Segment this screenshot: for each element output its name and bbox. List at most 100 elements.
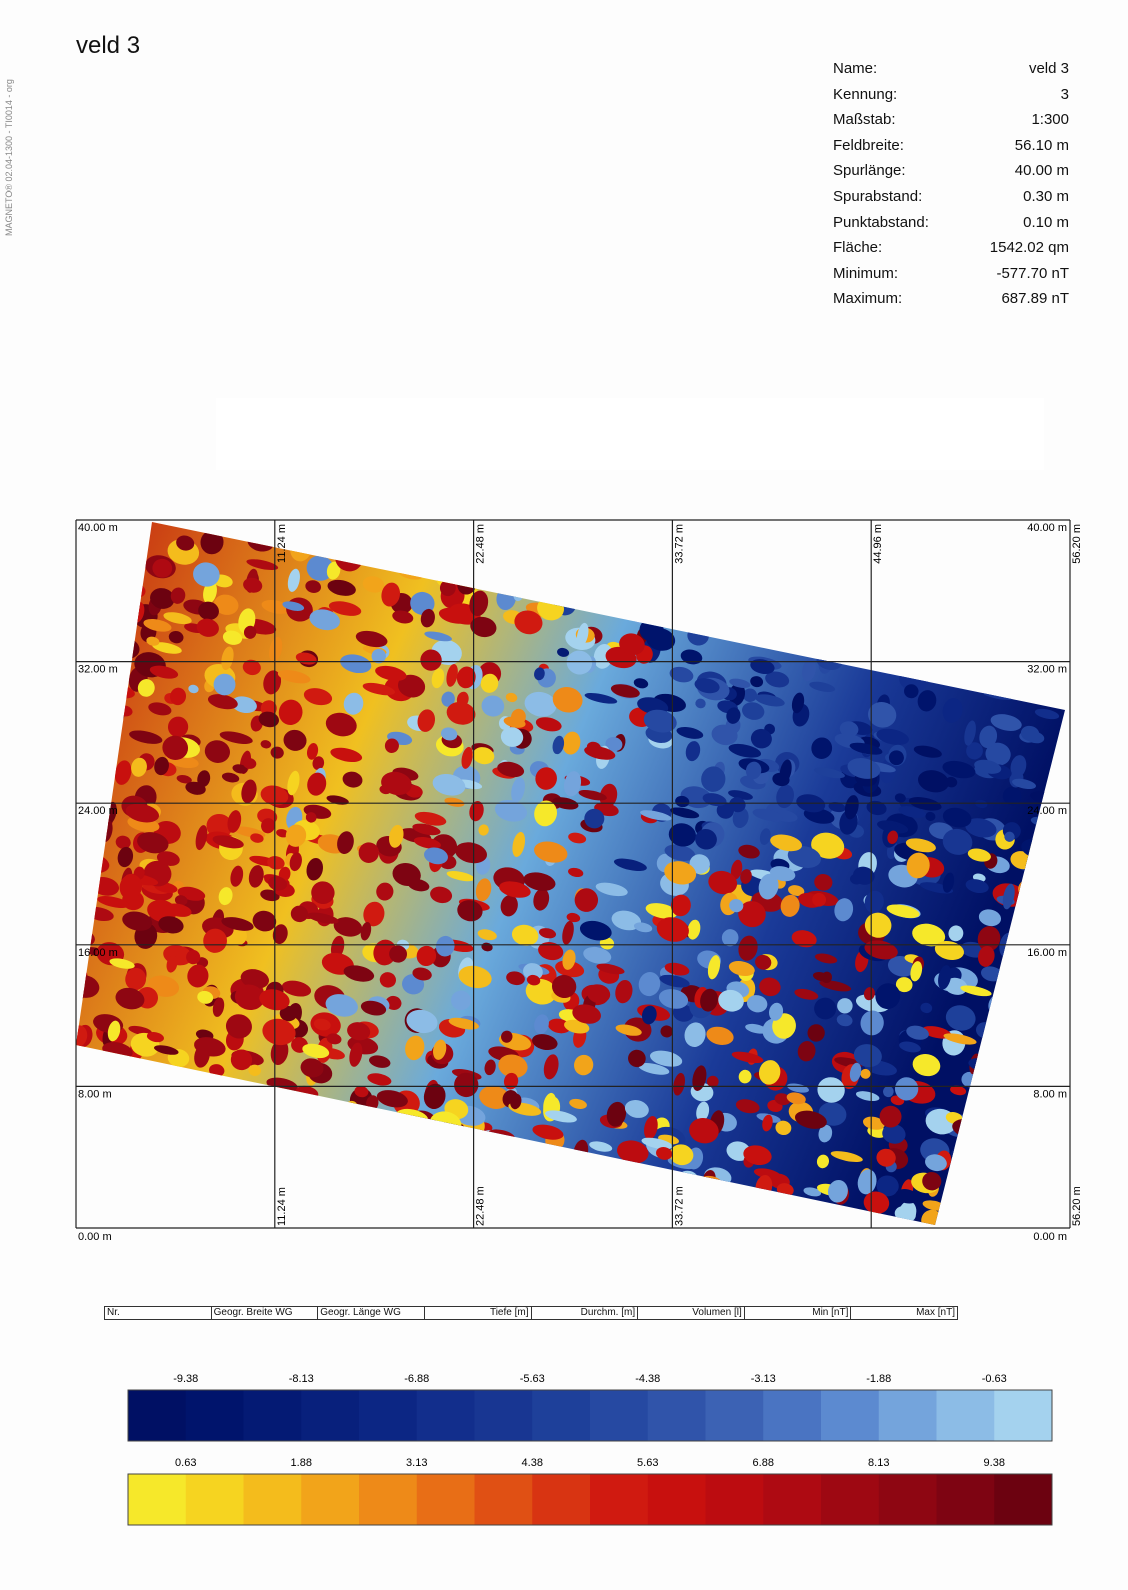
anomaly-blob bbox=[178, 1100, 212, 1118]
anomaly-blob bbox=[725, 1206, 739, 1222]
scale-cell bbox=[128, 1390, 186, 1441]
anomaly-blob bbox=[1026, 905, 1041, 926]
scale-label: -4.38 bbox=[635, 1373, 660, 1385]
anomaly-blob bbox=[583, 537, 595, 549]
scale-cell bbox=[417, 1390, 475, 1441]
anomaly-blob bbox=[998, 651, 1015, 674]
anomaly-blob bbox=[71, 978, 84, 990]
anomaly-blob bbox=[826, 532, 850, 551]
scale-cell bbox=[763, 1390, 821, 1441]
anomaly-blob bbox=[391, 1169, 417, 1189]
anomaly-blob bbox=[994, 519, 1011, 539]
anomaly-blob bbox=[433, 1144, 462, 1163]
anomaly-blob bbox=[767, 564, 797, 594]
anomaly-blob bbox=[816, 595, 851, 622]
anomaly-blob bbox=[1006, 1171, 1040, 1194]
anomaly-blob bbox=[967, 1099, 994, 1127]
anomaly-blob bbox=[1004, 1106, 1024, 1130]
anomaly-blob bbox=[410, 519, 424, 532]
anomaly-blob bbox=[372, 1179, 389, 1198]
anomaly-blob bbox=[335, 514, 367, 532]
y-label: 32.00 m bbox=[78, 664, 118, 676]
column-header: Tiefe [m] bbox=[425, 1307, 532, 1319]
anomaly-blob bbox=[972, 533, 1009, 557]
y-label: 8.00 m bbox=[78, 1088, 112, 1100]
anomaly-blob bbox=[131, 1112, 155, 1131]
anomaly-blob bbox=[98, 1054, 128, 1083]
anomaly-blob bbox=[608, 548, 638, 571]
anomaly-blob bbox=[837, 555, 872, 578]
anomaly-blob bbox=[975, 1085, 1001, 1101]
anomaly-blob bbox=[983, 548, 999, 570]
anomaly-blob bbox=[92, 1189, 110, 1201]
anomaly-blob bbox=[1002, 515, 1027, 532]
anomaly-blob bbox=[186, 1166, 209, 1180]
anomaly-blob bbox=[371, 1117, 394, 1137]
scale-cell bbox=[301, 1390, 359, 1441]
anomaly-blob bbox=[967, 574, 999, 593]
anomaly-blob bbox=[502, 1168, 533, 1196]
anomaly-blob bbox=[605, 1208, 629, 1230]
anomaly-blob bbox=[177, 1186, 202, 1204]
scale-label: -3.13 bbox=[751, 1373, 776, 1385]
anomaly-blob bbox=[1030, 610, 1063, 637]
anomaly-blob bbox=[994, 642, 1025, 667]
anomaly-blob bbox=[1025, 577, 1055, 597]
anomaly-blob bbox=[347, 1199, 364, 1214]
anomaly-blob bbox=[750, 533, 780, 562]
anomaly-blob bbox=[134, 1095, 166, 1117]
anomaly-blob bbox=[354, 1136, 376, 1159]
anomaly-blob bbox=[72, 603, 105, 629]
anomaly-blob bbox=[714, 567, 732, 582]
anomaly-blob bbox=[791, 512, 814, 534]
anomaly-blob bbox=[312, 1125, 345, 1153]
anomaly-blob bbox=[965, 543, 979, 561]
anomaly-blob bbox=[739, 1203, 772, 1230]
scale-label: -6.88 bbox=[404, 1373, 429, 1385]
anomaly-blob bbox=[441, 550, 456, 574]
anomaly-blob bbox=[410, 521, 437, 545]
anomaly-blob bbox=[960, 554, 989, 568]
scale-label: -0.63 bbox=[982, 1373, 1007, 1385]
anomaly-blob bbox=[486, 1193, 506, 1209]
anomaly-blob bbox=[85, 863, 101, 887]
anomaly-blob bbox=[418, 544, 447, 563]
scale-cell bbox=[244, 1474, 302, 1525]
anomaly-blob bbox=[955, 532, 968, 546]
anomaly-blob bbox=[500, 1189, 530, 1211]
anomaly-blob bbox=[956, 662, 974, 681]
anomaly-blob bbox=[1039, 883, 1061, 908]
anomaly-blob bbox=[1036, 544, 1056, 568]
anomaly-blob bbox=[96, 716, 114, 733]
anomaly-blob bbox=[719, 579, 754, 610]
anomaly-blob bbox=[851, 528, 871, 556]
anomaly-blob bbox=[72, 881, 86, 894]
anomaly-blob bbox=[72, 817, 91, 841]
anomaly-blob bbox=[823, 624, 857, 645]
scale-cell bbox=[937, 1390, 995, 1441]
anomaly-blob bbox=[101, 637, 135, 663]
anomaly-blob bbox=[807, 579, 826, 593]
anomaly-blob bbox=[883, 620, 919, 648]
scale-cell bbox=[532, 1474, 590, 1525]
anomaly-blob bbox=[1036, 910, 1060, 926]
anomaly-blob bbox=[1046, 909, 1070, 929]
anomaly-blob bbox=[298, 510, 319, 539]
anomaly-blob bbox=[112, 578, 126, 598]
anomaly-blob bbox=[68, 1117, 94, 1138]
anomaly-blob bbox=[492, 1158, 521, 1184]
anomaly-blob bbox=[432, 1158, 457, 1176]
anomaly-blob bbox=[362, 1110, 382, 1138]
anomaly-blob bbox=[301, 1192, 316, 1205]
anomaly-blob bbox=[524, 578, 550, 593]
anomaly-blob bbox=[229, 512, 258, 542]
anomaly-blob bbox=[149, 1112, 183, 1128]
anomaly-blob bbox=[185, 1172, 207, 1198]
anomaly-blob bbox=[766, 620, 787, 643]
anomaly-blob bbox=[169, 515, 193, 528]
y-label: 40.00 m bbox=[1027, 522, 1067, 534]
scale-label: 0.63 bbox=[175, 1457, 196, 1469]
anomaly-blob bbox=[68, 732, 102, 763]
column-header: Geogr. Länge WG bbox=[318, 1307, 425, 1319]
scale-cell bbox=[706, 1474, 764, 1525]
